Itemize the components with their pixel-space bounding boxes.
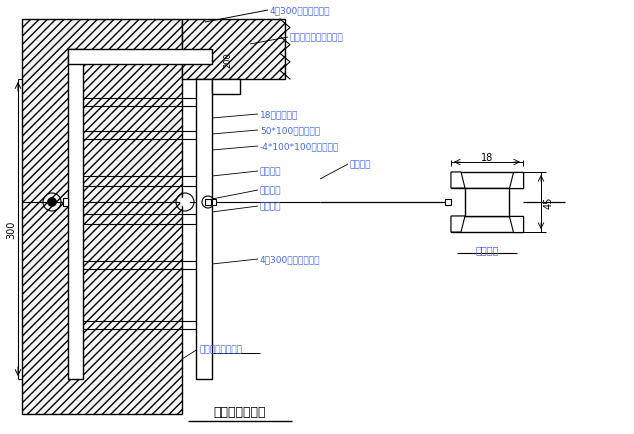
Polygon shape [451, 217, 465, 233]
Bar [445, 200, 451, 206]
Bar [465, 188, 509, 217]
Bar [212, 200, 216, 206]
Polygon shape [509, 217, 523, 233]
Bar [451, 217, 523, 233]
Text: 18厚木胶合板: 18厚木胶合板 [260, 110, 299, 119]
Bar [212, 80, 240, 95]
Bar [22, 20, 182, 414]
Text: 木层大棒: 木层大棒 [476, 244, 499, 254]
Text: 挡墙模板支设图: 挡墙模板支设图 [214, 405, 266, 418]
Text: 45: 45 [544, 196, 554, 209]
Text: 200: 200 [224, 52, 233, 68]
Text: 处三层（处二层）: 处三层（处二层） [200, 345, 243, 354]
Text: 钢管模棒: 钢管模棒 [260, 167, 281, 176]
Bar [68, 50, 212, 65]
Polygon shape [509, 173, 523, 188]
Text: 对拉螺杆: 对拉螺杆 [260, 186, 281, 195]
Bar [196, 80, 212, 379]
Bar [63, 198, 68, 207]
Text: 300: 300 [6, 220, 16, 239]
Circle shape [181, 198, 190, 207]
Bar [182, 20, 285, 80]
Bar [451, 173, 523, 188]
Text: -4*100*100钢板止水片: -4*100*100钢板止水片 [260, 142, 339, 151]
Text: 限位钢管: 限位钢管 [350, 160, 372, 169]
Bar [68, 50, 83, 379]
Polygon shape [451, 173, 465, 188]
Text: 18: 18 [481, 153, 493, 163]
Text: 步方大棒: 步方大棒 [260, 202, 281, 211]
Text: 4厚300宽钢板止水带: 4厚300宽钢板止水带 [260, 255, 321, 264]
Circle shape [48, 198, 56, 207]
Text: 4厚300宽钢板止水带: 4厚300宽钢板止水带 [270, 7, 330, 16]
Text: 50*100木枋垫管棒: 50*100木枋垫管棒 [260, 126, 320, 135]
Bar [205, 200, 211, 206]
Text: 处二层（处一层）填层: 处二层（处一层）填层 [290, 33, 344, 43]
